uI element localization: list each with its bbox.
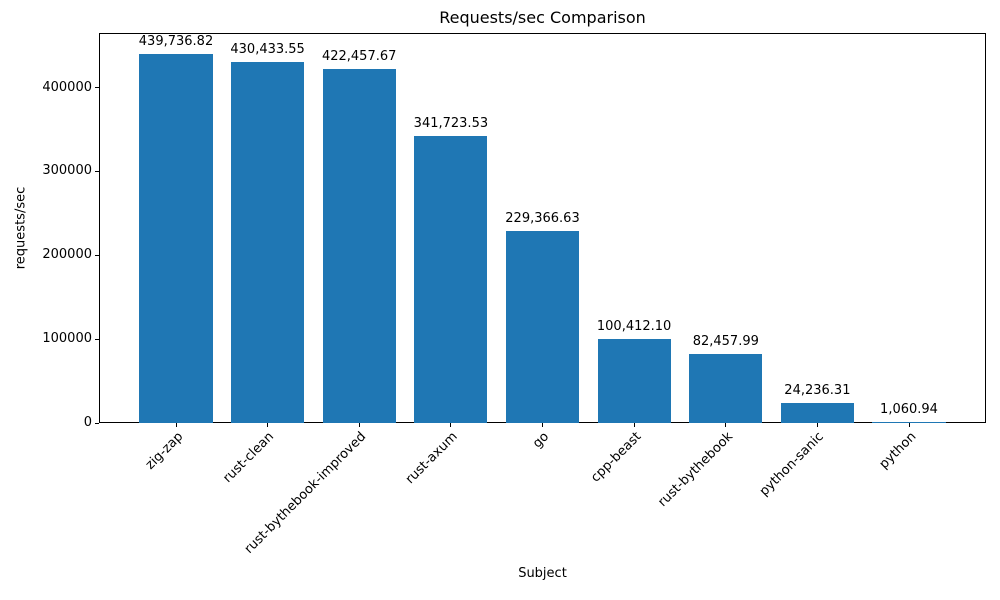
x-tick-mark: [267, 423, 269, 427]
y-tick-mark: [95, 87, 99, 89]
y-tick-mark: [95, 170, 99, 172]
x-tick-mark: [542, 423, 543, 427]
bar-value-label: 82,457.99: [692, 333, 759, 349]
x-tick-mark: [816, 423, 818, 427]
y-tick-label: 100000: [42, 331, 92, 347]
bar-rust-bythebook-improved: [322, 68, 396, 423]
bar-value-label: 229,366.63: [505, 210, 580, 226]
bar-value-label: 430,433.55: [230, 42, 305, 57]
chart-title: Requests/sec Comparison: [439, 8, 646, 27]
bar-cpp-beast: [597, 338, 671, 423]
bar-python-sanic: [780, 402, 854, 423]
bar-rust-axum: [414, 136, 488, 423]
y-tick-label: 400000: [42, 79, 92, 95]
bar-value-label: 422,457.67: [321, 48, 397, 64]
bar-value-label: 341,723.53: [413, 116, 489, 132]
x-tick-mark: [358, 423, 360, 427]
bar-value-label: 1,060.94: [880, 402, 938, 418]
y-tick-mark: [95, 254, 99, 256]
y-tick-label: 300000: [42, 163, 92, 179]
bar-rust-bythebook: [689, 353, 763, 423]
bar-go: [505, 230, 580, 423]
bar-python: [872, 422, 946, 424]
y-tick-mark: [95, 422, 99, 424]
y-tick-label: 200000: [42, 247, 92, 263]
bar-zig-zap: [139, 54, 213, 423]
x-axis-label: Subject: [518, 566, 567, 581]
bar-value-label: 24,236.31: [784, 382, 851, 398]
bar-value-label: 439,736.82: [138, 34, 214, 50]
y-tick-label: 0: [83, 415, 92, 430]
x-tick-mark: [725, 423, 727, 427]
x-tick-mark: [908, 423, 910, 427]
x-tick-mark: [633, 423, 635, 427]
y-tick-mark: [95, 338, 99, 340]
bar-value-label: 100,412.10: [596, 318, 672, 334]
bar-rust-clean: [231, 62, 305, 423]
x-tick-mark: [175, 423, 177, 427]
x-tick-mark: [450, 423, 452, 427]
